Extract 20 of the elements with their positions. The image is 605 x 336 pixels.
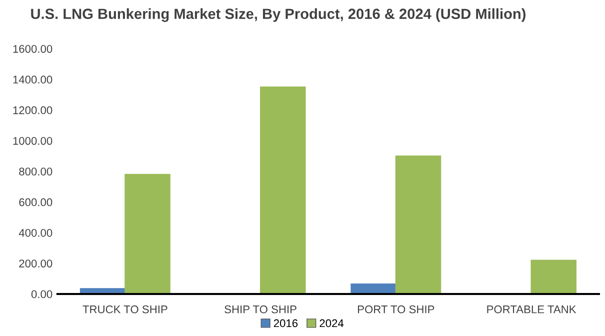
legend-label: 2016 bbox=[274, 319, 298, 328]
bar bbox=[395, 155, 442, 294]
y-tick-label: 1200.00 bbox=[13, 106, 52, 114]
bar bbox=[260, 86, 306, 294]
x-tick-label: TRUCK TO SHIP bbox=[82, 305, 168, 314]
x-tick-label: PORTABLE TANK bbox=[487, 305, 576, 314]
y-tick-label: 200.00 bbox=[19, 260, 52, 268]
chart-title: U.S. LNG Bunkering Market Size, By Product, 2016 & 2024 (USD Million) bbox=[31, 8, 526, 22]
bar bbox=[530, 260, 576, 294]
x-tick-label: PORT TO SHIP bbox=[358, 305, 434, 314]
y-tick-label: 1400.00 bbox=[13, 76, 52, 84]
y-tick-label: 1000.00 bbox=[13, 136, 52, 145]
x-tick-label: SHIP TO SHIP bbox=[224, 305, 296, 314]
y-tick-label: 0.00 bbox=[31, 290, 52, 298]
y-tick-label: 1600.00 bbox=[13, 44, 52, 53]
y-tick-label: 400.00 bbox=[18, 228, 52, 237]
y-tick-label: 600.00 bbox=[19, 198, 52, 206]
bar bbox=[124, 174, 170, 294]
y-tick-label: 800.00 bbox=[19, 168, 52, 176]
legend-label: 2024 bbox=[320, 319, 344, 328]
